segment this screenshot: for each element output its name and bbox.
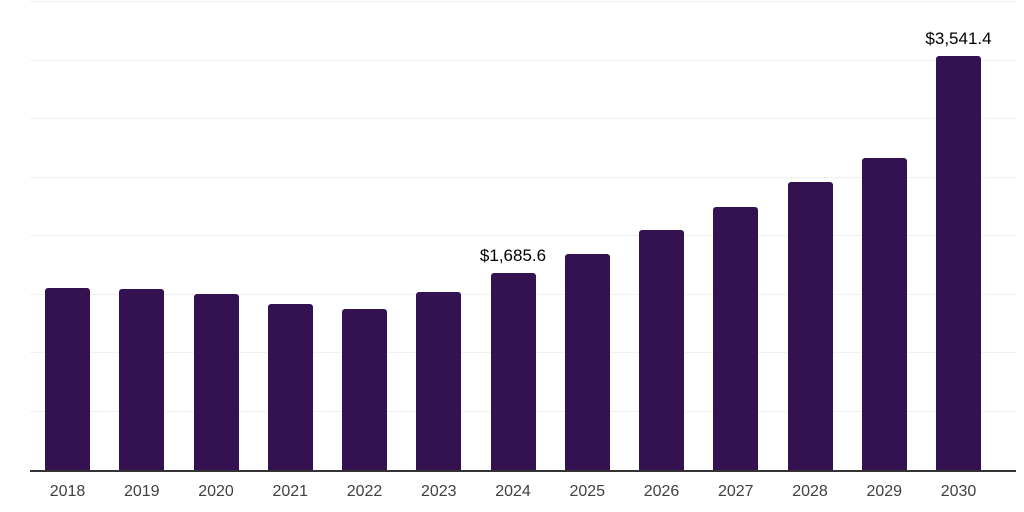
x-tick-label-2021: 2021 xyxy=(272,483,309,500)
x-axis-line xyxy=(30,470,1016,472)
x-tick-label-2028: 2028 xyxy=(792,483,828,500)
plot-area: $1,685.6 $3,541.4 xyxy=(30,1,1016,470)
x-tick-label-2020: 2020 xyxy=(198,483,234,500)
bar-2020[interactable] xyxy=(193,293,239,470)
x-tick-label-2024: 2024 xyxy=(495,483,531,500)
gridline-2500 xyxy=(30,176,1016,178)
x-tick-label-2023: 2023 xyxy=(420,483,457,500)
gridline-4000 xyxy=(30,1,1016,2)
gridline-3500 xyxy=(30,59,1016,61)
x-tick-label-2029: 2029 xyxy=(866,483,903,500)
x-tick-label-2025: 2025 xyxy=(569,483,606,500)
x-tick-label-2019: 2019 xyxy=(123,483,160,500)
bar-2021[interactable] xyxy=(267,303,313,470)
bar-2018[interactable] xyxy=(45,287,90,470)
x-tick-label-2026: 2026 xyxy=(643,483,680,500)
data-label-2024: $1,685.6 xyxy=(479,245,547,265)
gridline-3000 xyxy=(30,118,1016,119)
bar-2023[interactable] xyxy=(416,291,462,470)
data-label-2030: $3,541.4 xyxy=(925,28,992,48)
bar-2027[interactable] xyxy=(713,206,759,470)
x-tick-label-2022: 2022 xyxy=(346,483,383,500)
bar-2029[interactable] xyxy=(861,157,907,470)
gridline-2000 xyxy=(30,235,1016,236)
bar-2019[interactable] xyxy=(119,288,165,470)
x-tick-label-2018: 2018 xyxy=(49,483,86,500)
bar-2026[interactable] xyxy=(639,229,684,470)
bar-2028[interactable] xyxy=(787,181,833,470)
x-axis: 2018 2019 2020 2021 2022 2023 2024 2025 2026 2027… xyxy=(0,483,1024,507)
x-tick-label-2027: 2027 xyxy=(717,483,754,500)
x-tick-label-2030: 2030 xyxy=(940,483,977,500)
bar-2030[interactable] xyxy=(936,55,981,470)
bar-2024[interactable] xyxy=(490,272,536,470)
bar-2022[interactable] xyxy=(342,308,387,470)
bar-2025[interactable] xyxy=(564,253,610,470)
